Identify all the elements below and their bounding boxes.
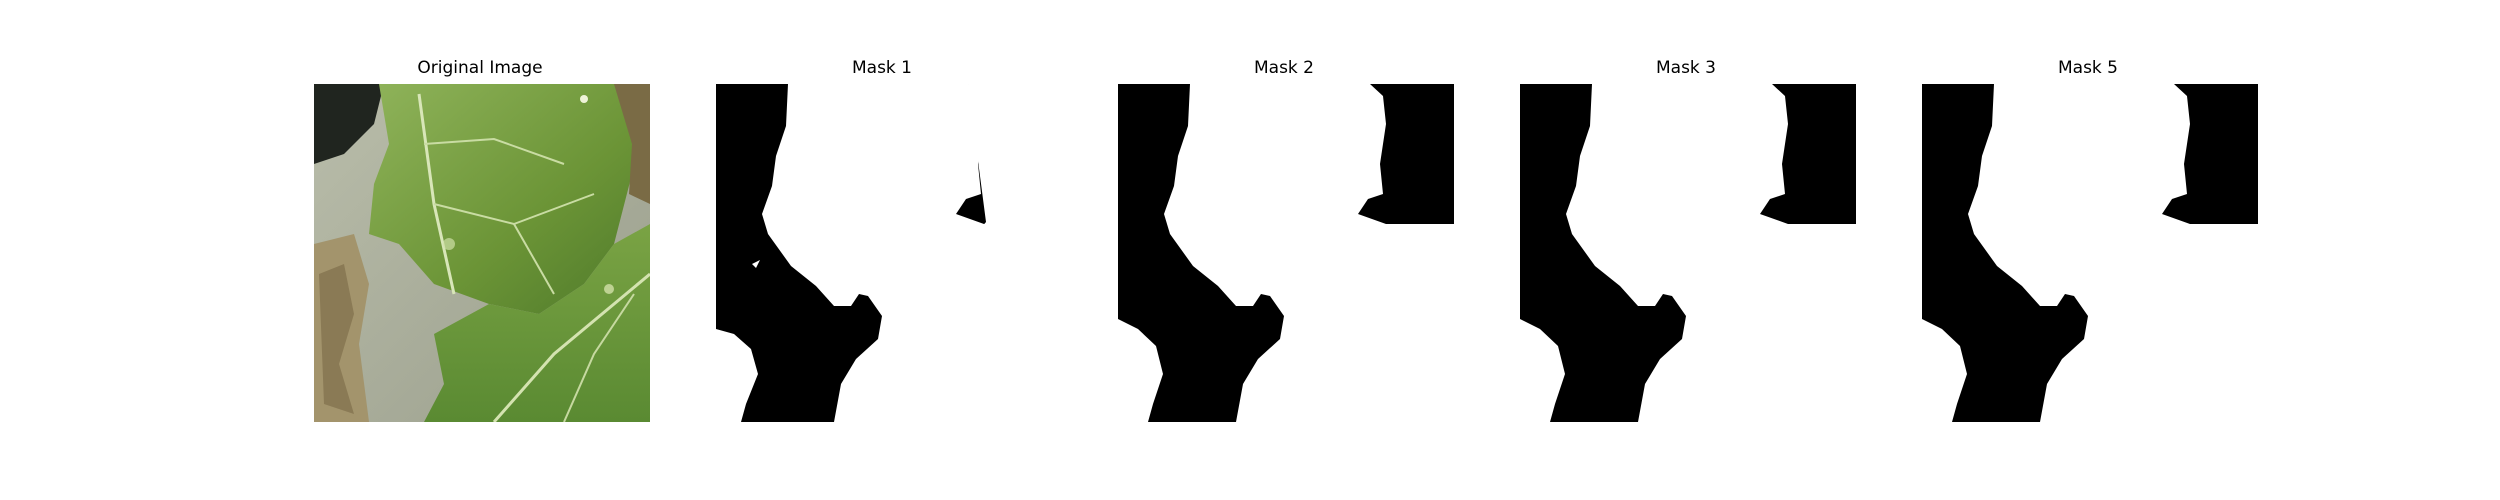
panel-title-mask-1: Mask 1 — [851, 58, 912, 78]
leaf-photo-svg — [314, 84, 650, 422]
panel-original-image: Original Image — [310, 0, 650, 500]
leaf-photo — [314, 84, 650, 422]
mask-2-image — [1118, 84, 1454, 422]
mask-3-image — [1520, 84, 1856, 422]
mask-1-image — [716, 84, 1052, 422]
mask-5-image — [1922, 84, 2258, 422]
mask-3-svg — [1520, 84, 1856, 422]
panel-mask-2: Mask 2 — [1114, 0, 1454, 500]
mask-1-svg — [716, 84, 1052, 422]
panel-title-original: Original Image — [417, 58, 543, 78]
panel-title-mask-2: Mask 2 — [1253, 58, 1314, 78]
panel-mask-1: Mask 1 — [712, 0, 1052, 500]
panel-title-mask-5: Mask 5 — [2057, 58, 2118, 78]
panel-mask-3: Mask 3 — [1516, 0, 1856, 500]
mask-2-svg — [1118, 84, 1454, 422]
panel-mask-5: Mask 5 — [1918, 0, 2258, 500]
panel-title-mask-3: Mask 3 — [1655, 58, 1716, 78]
mask-5-svg — [1922, 84, 2258, 422]
